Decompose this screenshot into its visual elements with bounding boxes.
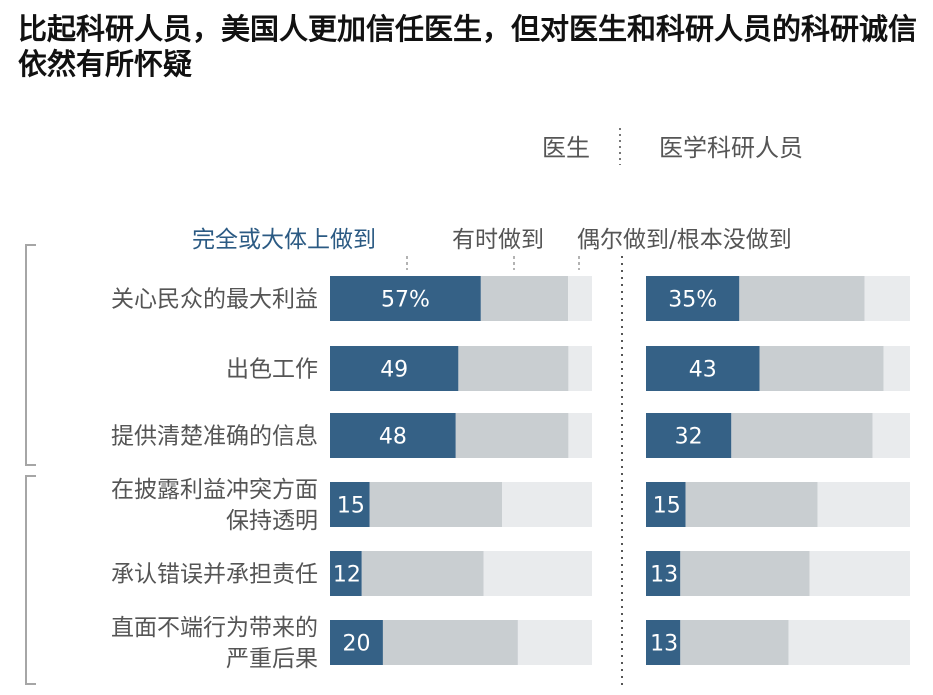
segment-fully <box>646 413 732 458</box>
data-label: 43 <box>689 358 717 383</box>
data-label: 15 <box>653 494 681 519</box>
segment-sometimes <box>369 482 503 527</box>
data-label: 57% <box>381 288 430 313</box>
segment-sometimes <box>382 620 518 665</box>
segment-sometimes <box>759 346 884 391</box>
segment-rarely <box>568 346 592 391</box>
data-label: 13 <box>650 563 678 588</box>
bracket-bottom <box>25 475 36 685</box>
legend-fully: 完全或大体上做到 <box>192 227 376 253</box>
segment-rarely <box>483 551 592 596</box>
group-header-doctors: 医生 <box>542 134 590 162</box>
data-label: 15 <box>337 494 365 519</box>
segment-fully <box>646 482 686 527</box>
legend-rarely: 偶尔做到/根本没做到 <box>577 227 792 253</box>
segment-sometimes <box>455 413 569 458</box>
category-label: 严重后果 <box>226 646 318 672</box>
segment-rarely <box>502 482 592 527</box>
segment-fully <box>646 276 740 321</box>
legend-sometimes: 有时做到 <box>452 227 544 253</box>
data-label: 20 <box>342 632 370 657</box>
category-label: 保持透明 <box>226 508 318 534</box>
segment-fully <box>330 413 456 458</box>
segment-rarely <box>568 276 592 321</box>
data-label: 32 <box>675 425 703 450</box>
category-label: 在披露利益冲突方面 <box>111 477 318 503</box>
segment-sometimes <box>731 413 873 458</box>
category-label: 直面不端行为带来的 <box>111 615 318 641</box>
category-label: 承认错误并承担责任 <box>111 562 318 588</box>
segment-rarely <box>568 413 592 458</box>
segment-rarely <box>788 620 910 665</box>
segment-sometimes <box>680 620 789 665</box>
category-label: 提供清楚准确的信息 <box>111 424 318 450</box>
segment-rarely <box>817 482 910 527</box>
segment-sometimes <box>361 551 484 596</box>
data-label: 35% <box>668 288 717 313</box>
segment-rarely <box>864 276 910 321</box>
segment-sometimes <box>680 551 810 596</box>
segment-fully <box>646 620 681 665</box>
data-label: 49 <box>380 358 408 383</box>
segment-fully <box>646 551 681 596</box>
data-label: 48 <box>379 425 407 450</box>
segment-fully <box>330 620 383 665</box>
segment-sometimes <box>458 346 569 391</box>
data-label: 13 <box>650 632 678 657</box>
segment-fully <box>330 482 370 527</box>
segment-fully <box>330 276 481 321</box>
bracket-top <box>25 244 36 466</box>
segment-rarely <box>517 620 592 665</box>
segment-rarely <box>872 413 910 458</box>
segment-fully <box>330 346 459 391</box>
segment-sometimes <box>739 276 865 321</box>
segment-rarely <box>809 551 910 596</box>
category-label: 关心民众的最大利益 <box>111 287 318 313</box>
group-header-scientists: 医学科研人员 <box>659 134 803 162</box>
chart-title: 比起科研人员，美国人更加信任医生，但对医生和科研人员的科研诚信依然有所怀疑 <box>18 12 918 81</box>
segment-fully <box>330 551 362 596</box>
segment-sometimes <box>685 482 818 527</box>
segment-rarely <box>883 346 910 391</box>
data-label: 12 <box>333 563 361 588</box>
segment-fully <box>646 346 760 391</box>
segment-sometimes <box>480 276 569 321</box>
category-label: 出色工作 <box>226 357 318 383</box>
